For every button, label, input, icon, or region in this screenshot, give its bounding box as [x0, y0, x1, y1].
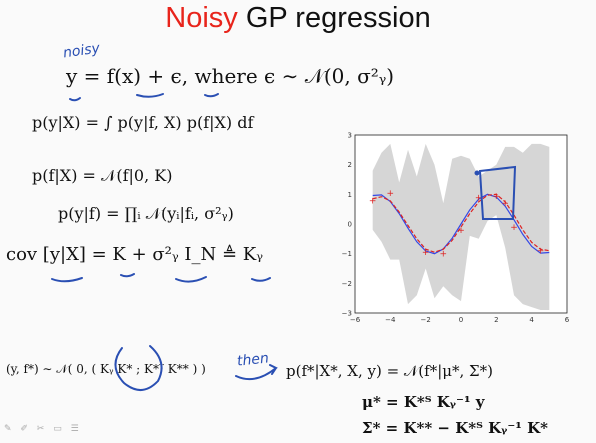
- likelihood-equation: p(y|f) = ∏ᵢ 𝒩(yᵢ|fᵢ, σ²ᵧ): [58, 204, 234, 224]
- underline-sigma: [176, 277, 206, 282]
- slide-title: Noisy GP regression: [0, 2, 596, 35]
- underline-K: [121, 274, 134, 276]
- training-point: +: [537, 247, 545, 257]
- predictive-equation: p(f*|X*, X, y) = 𝒩(f*|μ*, Σ*): [286, 362, 493, 380]
- y-tick-label: 2: [348, 161, 352, 169]
- underline-fx: [137, 94, 163, 97]
- covariance-equation: cov [y|X] = K + σ²ᵧ I_N ≜ Kᵧ: [6, 244, 263, 265]
- training-point: +: [369, 196, 377, 206]
- y-tick-label: −1: [342, 250, 352, 258]
- underline-y: [70, 98, 80, 100]
- title-rest: GP regression: [238, 2, 431, 34]
- training-point: +: [387, 189, 395, 199]
- underline-y-given-x: [52, 278, 82, 281]
- x-tick-label: −4: [385, 316, 396, 324]
- training-point: +: [440, 250, 448, 260]
- y-tick-label: 3: [348, 132, 352, 140]
- underline-Ky: [252, 278, 270, 281]
- marginal-likelihood-equation: p(y|X) = ∫ p(y|f, X) p(f|X) df: [32, 113, 253, 132]
- title-highlight: Noisy: [165, 2, 238, 34]
- prior-equation: p(f|X) = 𝒩(f|0, K): [32, 166, 172, 186]
- handwriting-dot: [476, 172, 479, 175]
- x-tick-label: 0: [459, 316, 463, 324]
- x-axis-ticks: −6 −4 −2 0 2 4 6: [350, 316, 570, 324]
- noisy-handwritten-note: noisy: [62, 41, 101, 62]
- predictive-cov-equation: Σ* = K** − K*ᵀ Kᵧ⁻¹ K*: [362, 419, 548, 437]
- training-point: +: [457, 226, 465, 236]
- model-equation: y = f(x) + ϵ, where ϵ ∼ 𝒩(0, σ²ᵧ): [66, 64, 394, 88]
- y-tick-label: −3: [342, 310, 352, 318]
- y-tick-label: −2: [342, 280, 352, 288]
- x-tick-label: 4: [529, 316, 534, 324]
- x-tick-label: 6: [565, 316, 570, 324]
- y-tick-label: 1: [348, 191, 352, 199]
- training-point: +: [422, 248, 430, 258]
- training-point: +: [501, 199, 509, 209]
- x-tick-label: −2: [421, 316, 431, 324]
- training-point: +: [510, 223, 518, 233]
- y-axis-ticks: 3 2 1 0 −1 −2 −3: [342, 132, 352, 318]
- y-tick-label: 0: [348, 221, 352, 229]
- training-point: +: [493, 192, 501, 202]
- x-tick-label: 2: [494, 316, 498, 324]
- underline-epsilon: [205, 94, 218, 96]
- then-handwritten-note: then: [236, 350, 269, 369]
- joint-distribution-equation: (y, f*) ∼ 𝒩( 0, ( Kᵧ K* ; K*ᵀ K** ) ): [6, 362, 206, 377]
- predictive-mean-equation: μ* = K*ᵀ Kᵧ⁻¹ y: [362, 393, 484, 411]
- toolbar-icons[interactable]: ✎ ✐ ✂ ▭ ☰: [4, 424, 82, 434]
